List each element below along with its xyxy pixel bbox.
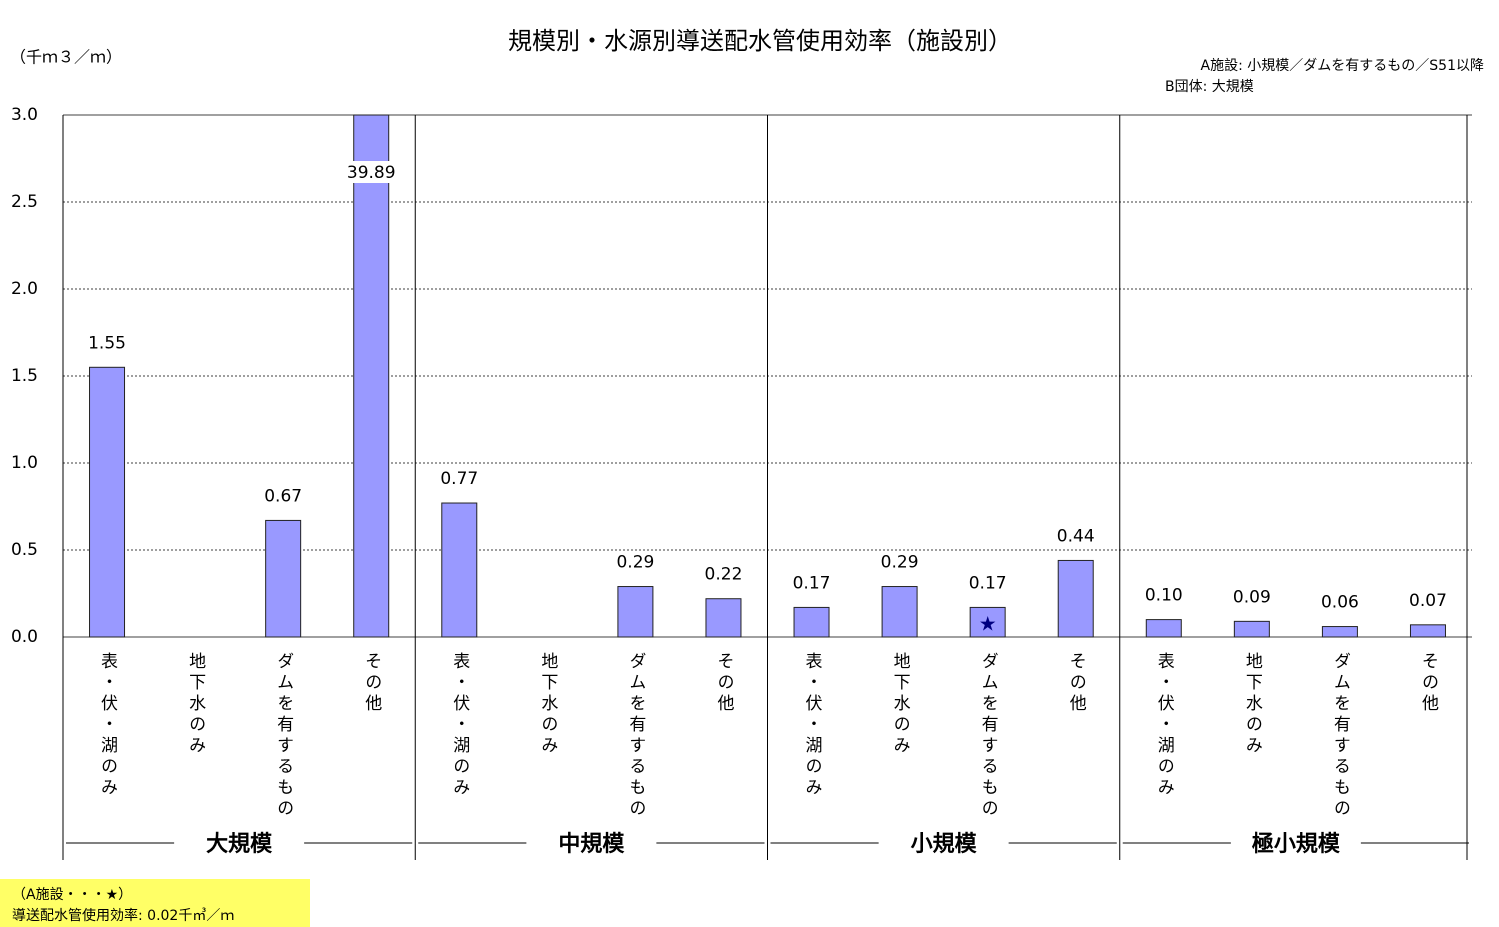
annotation: B団体: 大規模: [1165, 79, 1254, 95]
value-label: 0.17: [969, 573, 1007, 593]
x-tick-label: その他: [1418, 652, 1439, 715]
note-box: [0, 879, 310, 927]
x-tick-label: その他: [361, 652, 382, 715]
label-bg: [1399, 589, 1456, 612]
x-tick-label: ダムを有するもの: [625, 652, 646, 820]
label-bg: [1223, 586, 1280, 609]
x-tick-label: 表・伏・湖のみ: [802, 652, 823, 799]
label-bg: [959, 572, 1016, 595]
x-tick-label: 表・伏・湖のみ: [449, 652, 470, 799]
bar: [969, 606, 1006, 638]
y-tick-label: 1.5: [11, 366, 38, 386]
bar: [705, 598, 742, 638]
y-tick-label: 0.0: [11, 627, 38, 647]
highlight-star: ★: [979, 612, 997, 636]
x-tick-label: 表・伏・湖のみ: [1154, 652, 1175, 799]
x-tick-label: 地下水のみ: [1242, 652, 1263, 757]
bar: [441, 502, 478, 638]
note: 導送配水管使用効率: 0.02千㎥／ｍ: [12, 907, 234, 924]
value-label: 0.29: [616, 553, 654, 573]
value-label: 0.67: [264, 486, 302, 506]
value-label: 0.17: [793, 573, 831, 593]
y-tick-label: 1.0: [11, 453, 38, 473]
label-bg: [1047, 525, 1104, 548]
bar: [89, 366, 126, 638]
value-label: 0.09: [1233, 587, 1271, 607]
x-tick-label: ダムを有するもの: [1330, 652, 1351, 820]
label-bg: [79, 332, 136, 355]
value-label: 39.89: [347, 163, 396, 183]
label-bg: [1311, 591, 1368, 614]
bar: [1057, 559, 1094, 638]
group-label: 中規模: [558, 832, 625, 857]
value-label: 0.06: [1321, 593, 1359, 613]
y-tick-label: 0.5: [11, 540, 38, 560]
value-label: 0.10: [1145, 586, 1183, 606]
value-label: 1.55: [88, 333, 126, 353]
label-bg: [431, 468, 488, 491]
label-bg: [1135, 584, 1192, 607]
x-tick-label: 地下水のみ: [185, 652, 206, 757]
x-tick-label: 表・伏・湖のみ: [97, 652, 118, 799]
annotation: A施設: 小規模／ダムを有するもの／S51以降: [1201, 58, 1484, 74]
label-bg: [783, 572, 840, 595]
x-tick-label: 地下水のみ: [890, 652, 911, 757]
bar: [265, 519, 302, 638]
value-label: 0.77: [440, 469, 478, 489]
y-tick-label: 3.0: [11, 105, 38, 125]
y-tick-label: 2.5: [11, 192, 38, 212]
value-label: 0.07: [1409, 591, 1447, 611]
label-bg: [255, 485, 312, 508]
bar: [881, 586, 918, 638]
group-label: 極小規模: [1252, 831, 1341, 857]
label-bg: [871, 551, 928, 574]
bar: [1233, 620, 1270, 638]
bar: [1321, 626, 1358, 638]
group-label: 大規模: [206, 832, 273, 857]
y-tick-label: 2.0: [11, 279, 38, 299]
x-tick-label: その他: [713, 652, 734, 715]
bar: [793, 606, 830, 638]
value-label: 0.44: [1057, 526, 1095, 546]
chart-title: 規模別・水源別導送配水管使用効率（施設別）: [508, 27, 1012, 55]
y-unit: （千ｍ３／ｍ）: [10, 48, 122, 67]
label-bg: [695, 563, 752, 586]
group-label: 小規模: [911, 832, 978, 857]
value-label: 0.22: [705, 565, 743, 585]
x-tick-label: ダムを有するもの: [978, 652, 999, 820]
bar: [1409, 624, 1446, 638]
value-label: 0.29: [881, 553, 919, 573]
bar: [1145, 619, 1182, 638]
x-tick-label: その他: [1066, 652, 1087, 715]
x-tick-label: ダムを有するもの: [273, 652, 294, 820]
label-bg: [607, 551, 664, 574]
bar: [617, 586, 654, 638]
x-tick-label: 地下水のみ: [537, 652, 558, 757]
note: （A施設・・・★）: [12, 887, 132, 903]
bar: [353, 114, 390, 638]
label-bg: [343, 161, 400, 183]
